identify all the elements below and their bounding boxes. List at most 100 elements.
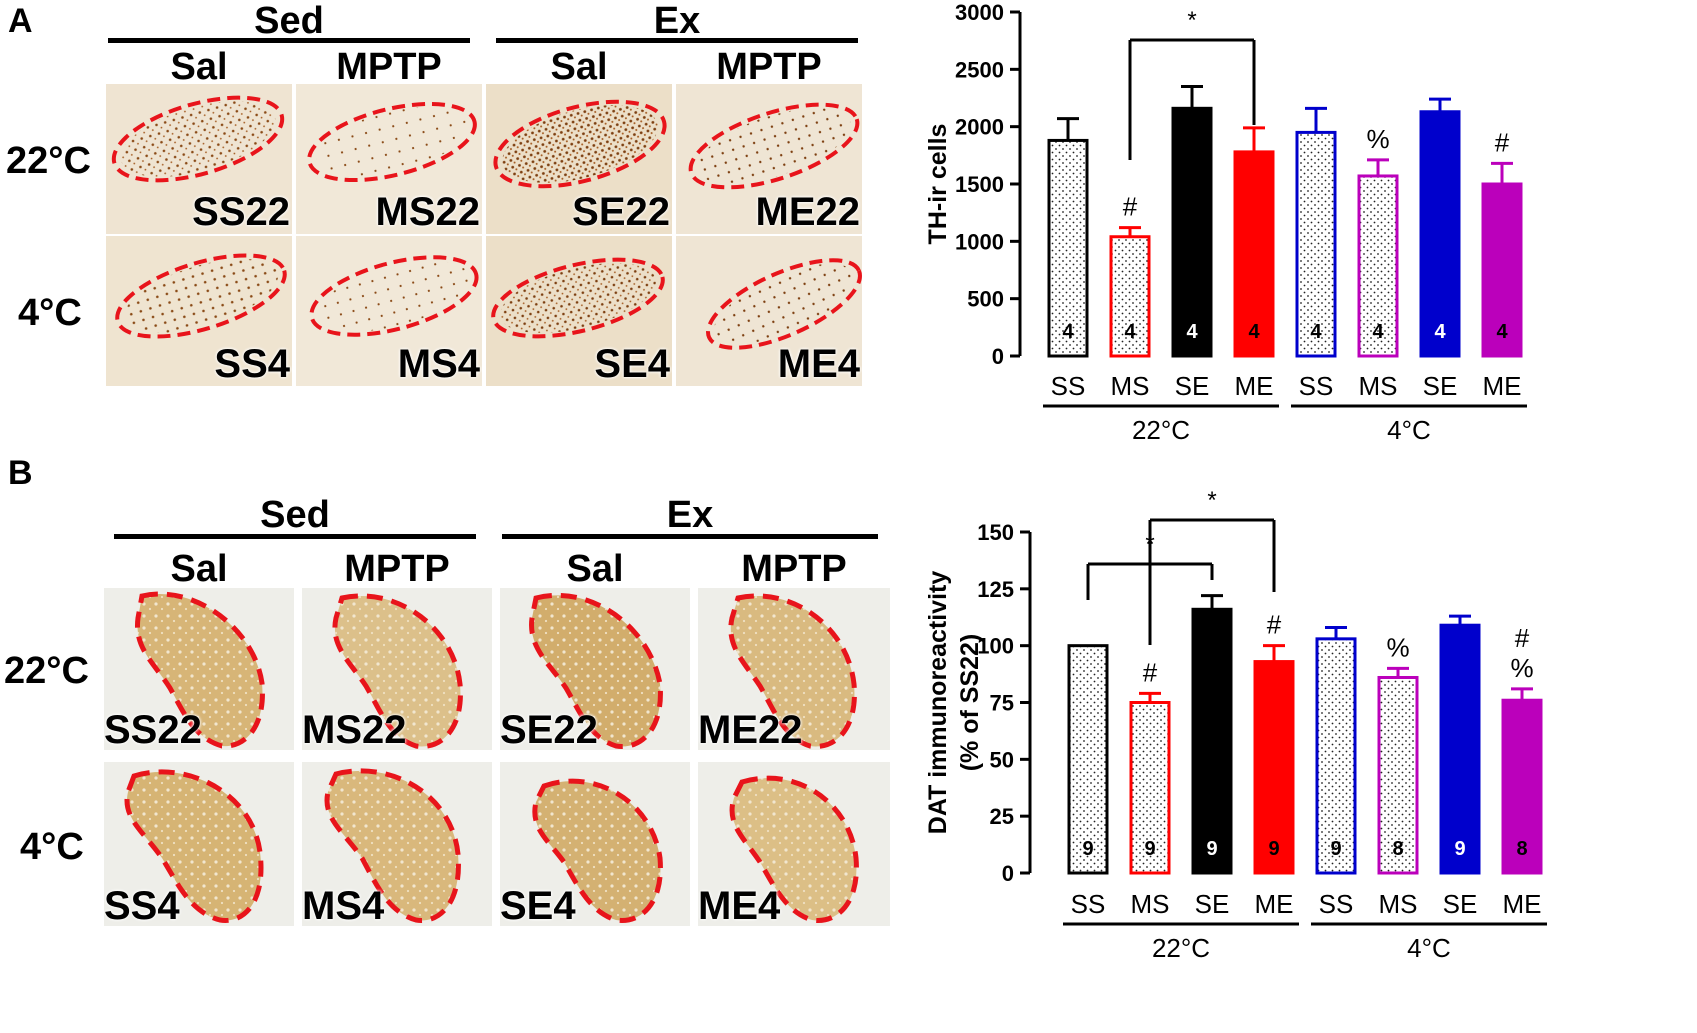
bar [1171,106,1213,358]
y-tick-label: 3000 [955,0,1004,25]
bar [1233,150,1275,358]
panel-b-header-ex: Ex [666,494,714,536]
micrograph-b-me22-image [698,588,890,750]
significance-marker: % [1366,124,1389,154]
panel-b-rule-sed [114,534,476,539]
x-category-label: ME [1503,889,1542,919]
micrograph-b-me4-image [698,762,890,926]
significance-marker: # [1143,657,1158,687]
panel-a-rule-ex [496,38,858,43]
group-label: 22°C [1152,933,1210,963]
tile-label: SS22 [192,190,290,234]
panel-a-row-label-4: 4°C [18,292,82,334]
micrograph-a-se22: SE22 [486,84,672,234]
x-category-label: MS [1111,371,1150,401]
x-category-label: ME [1235,371,1274,401]
micrograph-a-me4-image [676,236,862,386]
bar-n-label: 8 [1516,838,1527,860]
tile-label: SS4 [104,884,180,926]
y-axis-label: DAT immunoreactivity [924,571,952,835]
tile-label: SE22 [500,708,598,750]
micrograph-a-ss4: SS4 [106,236,292,386]
micrograph-b-ms4-image [302,762,492,926]
chart-b-dat-immunoreactivity: 0 25 50 75 100 125 150 DAT immunoreactivity (% o… [924,487,1547,963]
panel-b-header-mptp-ex: MPTP [741,548,847,590]
tile-label: ME4 [698,884,781,926]
panel-a-header-sed: Sed [254,0,324,42]
panel-b-header-sal-sed: Sal [170,548,228,590]
bar [1067,644,1109,875]
x-category-label: SE [1175,371,1210,401]
y-axis-label-2: (% of SS22) [956,634,984,772]
panel-b-row-label-4: 4°C [20,826,84,868]
panel-a-header-sal-ex: Sal [550,46,608,88]
bar [1315,637,1357,875]
bar-n-label: 4 [1496,321,1508,343]
panel-b-row-label-22: 22°C [4,650,89,692]
bar-n-label: 8 [1392,838,1403,860]
significance-marker: # [1123,192,1138,222]
chart-a-th-ir-cells: 0 500 1000 1500 2000 2500 3000 TH-ir cells 4 SS 4 #… [924,0,1527,445]
micrograph-b-ss22: SS22 [104,588,294,750]
panel-b-letter: B [8,454,33,492]
micrograph-a-ms4: MS4 [296,236,482,386]
x-category-label: SE [1423,371,1458,401]
bar-n-label: 4 [1372,321,1384,343]
y-tick-label: 75 [990,691,1014,716]
micrograph-b-ms4: MS4 [302,762,492,926]
micrograph-a-ms22: MS22 [296,84,482,234]
micrograph-a-me4: ME4 [676,236,862,386]
micrograph-b-ss4-image [104,762,294,926]
bar-n-label: 4 [1124,321,1136,343]
tile-label: SS22 [104,708,202,750]
panel-b-rule-ex [502,534,878,539]
micrograph-a-me22-image [676,84,862,234]
y-tick-label: 125 [977,577,1014,602]
panel-a-header-ex: Ex [653,0,701,42]
y-tick-label: 100 [977,634,1014,659]
micrograph-b-me22: ME22 [698,588,890,750]
bar-n-label: 4 [1310,321,1322,343]
x-category-label: MS [1379,889,1418,919]
micrograph-b-me4: ME4 [698,762,890,926]
tile-label: SE4 [594,342,670,386]
micrograph-a-se4: SE4 [486,236,672,386]
tile-label: MS4 [302,884,385,926]
y-tick-label: 0 [1002,861,1014,886]
panel-a-letter: A [8,2,33,40]
y-tick-label: 0 [992,344,1004,369]
bracket-star: * [1187,7,1196,34]
bar [1419,110,1461,358]
panel-a-header-mptp-sed: MPTP [336,46,442,88]
x-category-label: SS [1071,889,1106,919]
panel-b-header-sed: Sed [260,494,330,536]
bar [1357,174,1399,358]
bar [1295,130,1337,358]
x-category-label: SE [1195,889,1230,919]
micrograph-b-se4: SE4 [500,762,690,926]
bar-n-label: 9 [1082,838,1093,860]
bar-n-label: 4 [1062,321,1074,343]
micrograph-a-ss4-image [106,236,292,386]
panel-a-header-mptp-ex: MPTP [716,46,822,88]
bar-n-label: 9 [1268,838,1279,860]
bar [1109,235,1151,358]
tile-label: SS4 [214,342,290,386]
bar [1481,182,1523,358]
panel-b-header-mptp-sed: MPTP [344,548,450,590]
y-tick-label: 2000 [955,115,1004,140]
micrograph-b-ss22-image [104,588,294,750]
bar [1047,138,1089,358]
micrograph-b-se22-image [500,588,690,750]
micrograph-b-se4-image [500,762,690,926]
micrograph-b-ms22: MS22 [302,588,492,750]
panel-b-header-sal-ex: Sal [566,548,624,590]
micrograph-b-se22: SE22 [500,588,690,750]
bar-n-label: 4 [1186,321,1198,343]
bar-n-label: 9 [1454,838,1465,860]
x-category-label: ME [1255,889,1294,919]
micrograph-a-ms22-image [296,84,482,234]
group-label: 4°C [1407,933,1451,963]
significance-marker: % [1386,632,1409,662]
bar-n-label: 4 [1434,321,1446,343]
